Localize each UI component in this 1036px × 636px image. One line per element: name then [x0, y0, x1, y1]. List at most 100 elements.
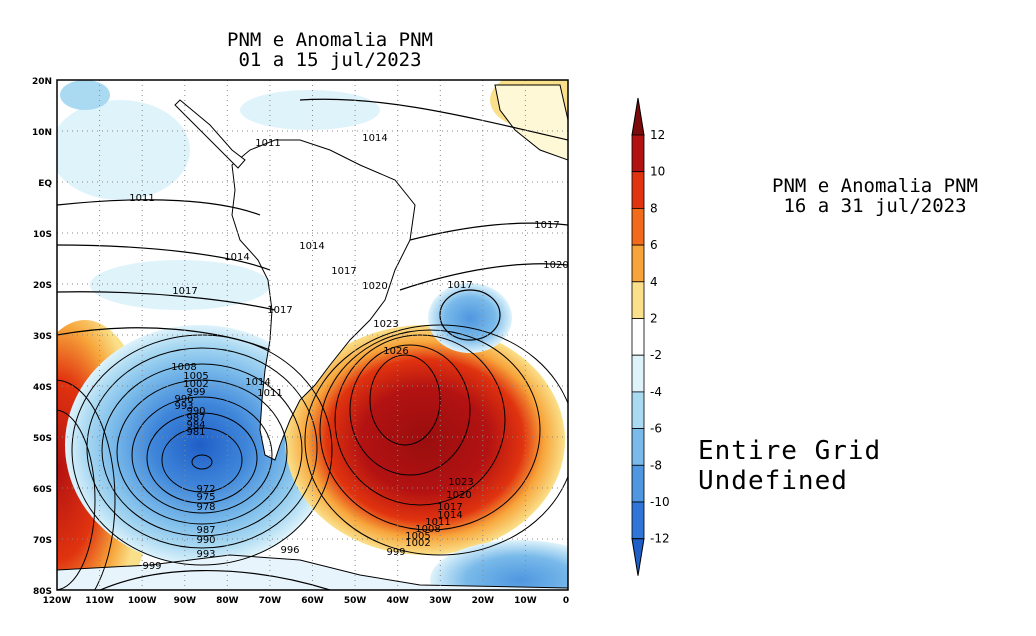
lon-label: 100W: [128, 596, 157, 606]
colorbar-label: -4: [650, 385, 662, 399]
map-plot-area: 1014 1011 1011 1017 1014 1014 1017 1020 …: [57, 80, 568, 590]
isobar-line: [99, 569, 331, 590]
isobar-label: 1014: [437, 510, 462, 521]
isobar-label: 1011: [257, 388, 282, 399]
anomaly-shading: [90, 260, 270, 310]
lat-label: EQ: [38, 179, 52, 189]
isobar-ring: [146, 412, 258, 504]
lon-label: 20W: [472, 596, 495, 606]
colorbar-label: 12: [650, 128, 665, 142]
isobar-label: 993: [196, 549, 215, 560]
isobar-labels: 1014 1011 1011 1017 1014 1014 1017 1020 …: [129, 133, 568, 572]
anomaly-shading: [60, 80, 110, 110]
right-title-line-1: PNM e Anomalia PNM: [772, 175, 978, 197]
colorbar: [631, 97, 645, 576]
south-america-outline: [231, 139, 416, 461]
lon-label: 120W: [43, 596, 72, 606]
isobar-line: [299, 98, 568, 141]
isobar-label: 1020: [446, 490, 471, 501]
isobar-label: 1014: [299, 241, 324, 252]
lon-label: 90W: [174, 596, 197, 606]
isobar-label: 1017: [172, 286, 197, 297]
lon-label: 0: [563, 596, 569, 606]
lat-label: 20S: [33, 281, 52, 291]
colorbar-segment: [631, 207, 645, 246]
isobar-ring: [191, 454, 213, 470]
colorbar-labels: 12 10 8 6 4 2 -2 -4 -6 -8 -10 -12: [650, 128, 670, 546]
isobar-label: 972: [196, 484, 215, 495]
colorbar-label: -2: [650, 348, 662, 362]
colorbar-arrow-bottom: [631, 538, 645, 576]
lon-label: 60W: [301, 596, 324, 606]
colorbar-label: 4: [650, 275, 658, 289]
colorbar-segment: [631, 428, 645, 466]
isobar-label: 1017: [331, 266, 356, 277]
isobar-label: 1005: [183, 371, 208, 382]
left-panel-title: PNM e Anomalia PNM 01 a 15 jul/2023: [150, 30, 510, 70]
lon-label: 80W: [216, 596, 239, 606]
west-isobars: [57, 379, 116, 590]
isobar-ring: [319, 329, 541, 531]
isobar-label: 1002: [405, 538, 430, 549]
right-title-line-2: 16 a 31 jul/2023: [783, 195, 967, 217]
undefined-grid-message: Entire Grid Undefined: [698, 436, 882, 496]
lon-label: 70W: [259, 596, 282, 606]
colorbar-label: 6: [650, 238, 658, 252]
colorbar-label: -12: [650, 532, 670, 546]
isobar-label: 1014: [245, 377, 270, 388]
lat-label: 30S: [33, 332, 52, 342]
isobar-label: 996: [174, 394, 193, 405]
colorbar-segment: [631, 318, 645, 356]
title-line-2: 01 a 15 jul/2023: [238, 49, 422, 71]
africa-outline: [494, 84, 568, 161]
isobar-label: 1008: [171, 362, 196, 373]
isobar-label: 987: [186, 413, 205, 424]
isobar-label: 1023: [448, 477, 473, 488]
isobar-ring: [334, 334, 506, 506]
colorbar-segment: [631, 244, 645, 283]
lat-label: 10S: [33, 230, 52, 240]
lon-label: 10W: [514, 596, 537, 606]
colorbar-label: -10: [650, 495, 670, 509]
isobar-line: [57, 291, 276, 311]
isobar-ring: [349, 344, 471, 476]
colorbar-label: -6: [650, 422, 662, 436]
lat-label: 80S: [33, 587, 52, 597]
isobar-line: [57, 199, 261, 216]
lon-label: 50W: [344, 596, 367, 606]
isobar-ring: [57, 379, 116, 590]
isobar-label: 1002: [183, 379, 208, 390]
colorbar-segment: [631, 501, 645, 540]
lat-label: 20N: [32, 77, 52, 87]
lat-label: 50S: [33, 434, 52, 444]
map-grid: [57, 80, 568, 590]
isobar-label: 996: [280, 545, 299, 556]
colorbar-segment: [631, 281, 645, 319]
isobar-ring: [86, 347, 318, 549]
colorbar-segment: [631, 391, 645, 429]
isobar-ring: [101, 363, 303, 537]
isobar-ring: [57, 409, 96, 590]
colorbar-arrow-top: [631, 97, 645, 136]
isobar-label: 1011: [129, 193, 154, 204]
isobar-label: 990: [186, 406, 205, 417]
isobar-label: 978: [196, 502, 215, 513]
colorbar-label: -8: [650, 458, 662, 472]
isobar-label: 1017: [437, 502, 462, 513]
isobar-label: 981: [186, 427, 205, 438]
colorbar-label: 10: [650, 165, 665, 179]
isobar-label: 1011: [425, 517, 450, 528]
longitude-labels: 120W 110W 100W 90W 80W 70W 60W 50W 40W 3…: [43, 596, 569, 606]
negative-anomaly-antarctic: [430, 540, 568, 590]
colorbar-label: 2: [650, 312, 658, 326]
isobar-label: 1014: [362, 133, 387, 144]
lat-label: 40S: [33, 383, 52, 393]
low-isobars: [71, 334, 333, 566]
isobar-line: [409, 222, 568, 241]
isobar-label: 984: [186, 420, 205, 431]
isobar-ring: [131, 396, 273, 514]
anomaly-shading: [240, 90, 380, 130]
isobar-label: 999: [386, 547, 405, 558]
lat-label: 10N: [32, 128, 52, 138]
negative-anomaly-atlantic: [428, 283, 512, 353]
